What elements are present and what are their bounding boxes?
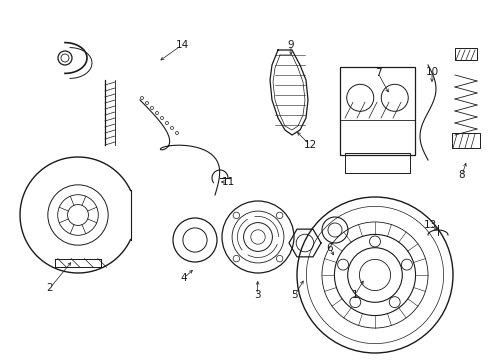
Text: 1: 1 [351,290,358,300]
Bar [451,133,479,148]
Text: 14: 14 [175,40,188,50]
Text: 12: 12 [303,140,316,150]
Bar [454,48,476,60]
Text: 7: 7 [374,68,381,78]
Bar [345,153,409,173]
Text: 3: 3 [253,290,260,300]
Text: 11: 11 [221,177,234,187]
Text: 8: 8 [458,170,465,180]
Bar [339,67,414,155]
Text: 5: 5 [291,290,298,300]
Text: 13: 13 [423,220,436,230]
Text: 10: 10 [425,67,438,77]
Text: 6: 6 [326,243,333,253]
Text: 4: 4 [181,273,187,283]
Text: 2: 2 [46,283,53,293]
Text: 9: 9 [287,40,294,50]
